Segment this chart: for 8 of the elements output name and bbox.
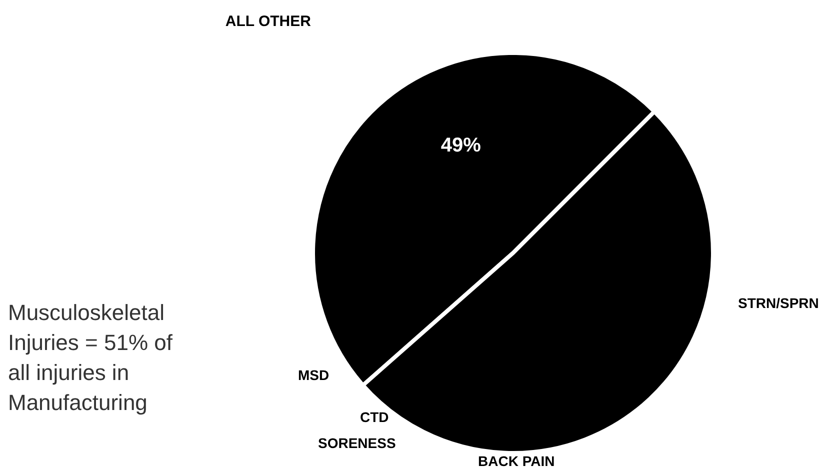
data-label: 49%	[440, 134, 482, 157]
text: BACK PAIN	[478, 453, 555, 469]
text: STRN/SPRN	[738, 295, 819, 311]
text: Musculoskeletal Injuries = 51% of all injuries in Manufacturing	[8, 299, 174, 417]
slice-label: ALL OTHER	[225, 13, 312, 30]
text: MSD	[298, 367, 330, 383]
text: CTD	[360, 409, 389, 425]
text: SORENESS	[318, 435, 396, 451]
